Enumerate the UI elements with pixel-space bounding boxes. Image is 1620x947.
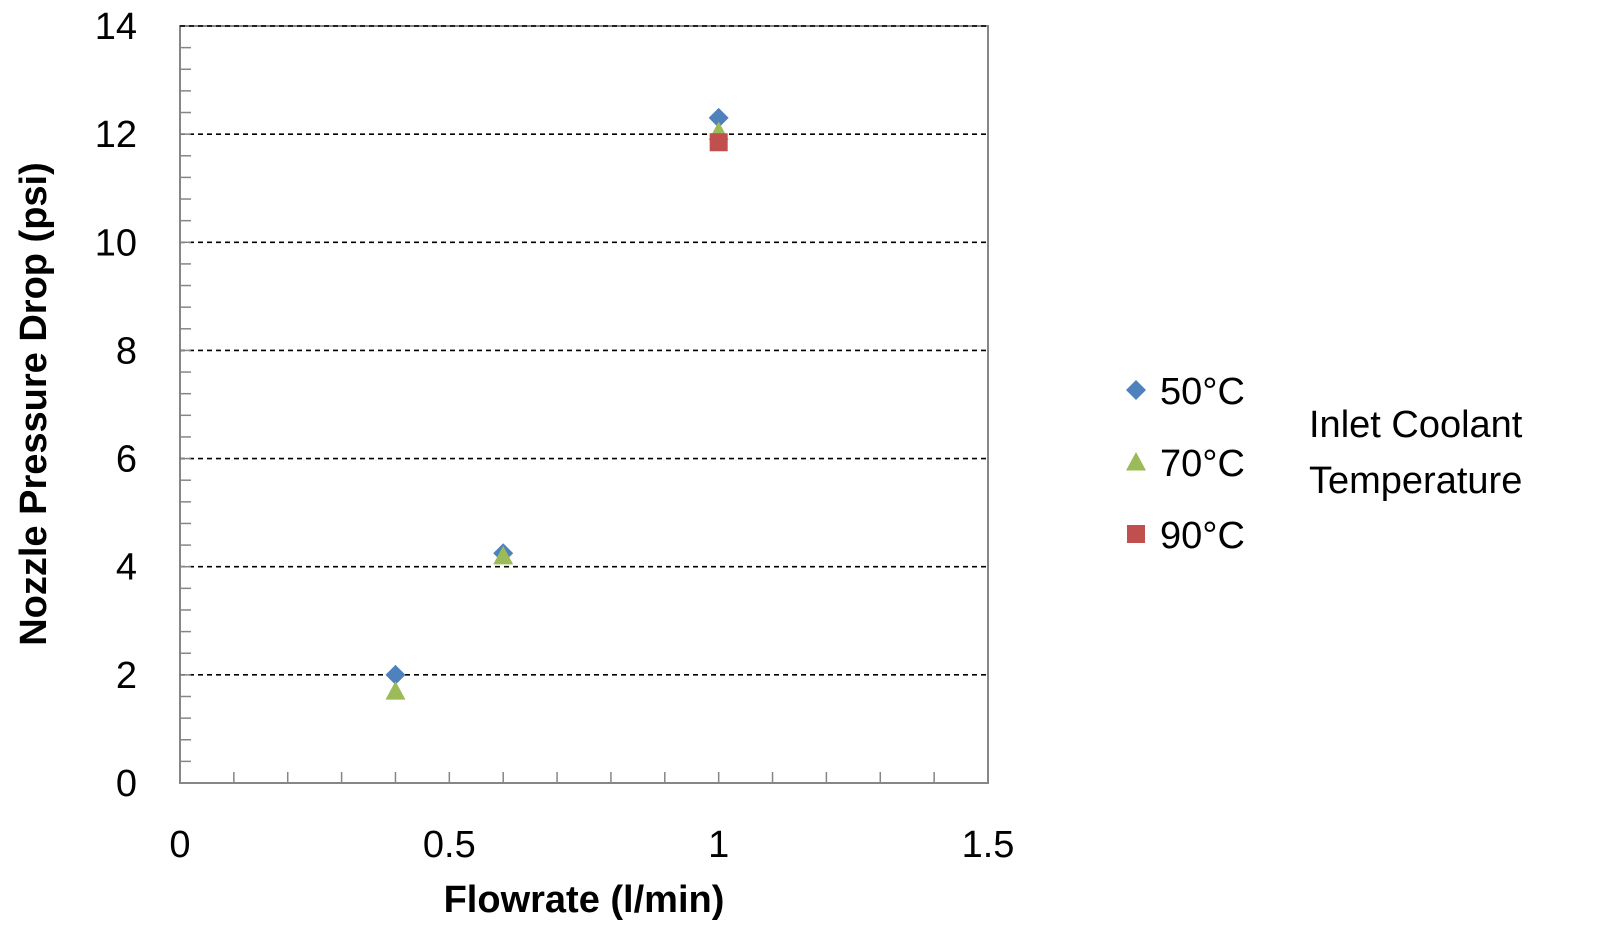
legend-title-line-2: Temperature bbox=[1309, 460, 1522, 502]
legend-marker-diamond bbox=[1126, 380, 1146, 400]
legend-marker-square bbox=[1127, 525, 1145, 543]
data-point-triangle-1 bbox=[493, 545, 514, 565]
y-tick-label: 6 bbox=[116, 439, 137, 481]
y-tick-label: 2 bbox=[116, 655, 137, 697]
x-axis-title: Flowrate (l/min) bbox=[444, 879, 725, 921]
legend-title-line-1: Inlet Coolant bbox=[1309, 404, 1523, 446]
legend: 50°C 70°C 90°C bbox=[1126, 371, 1245, 557]
y-tick-label: 10 bbox=[95, 222, 137, 264]
data-point-diamond-0 bbox=[385, 664, 406, 685]
x-tick-label: 1 bbox=[708, 824, 729, 866]
data-point-triangle-0 bbox=[385, 681, 406, 700]
legend-label: 90°C bbox=[1160, 515, 1245, 557]
y-axis-ticks: 0 2 4 6 8 10 12 14 bbox=[95, 6, 191, 805]
legend-label: 50°C bbox=[1160, 371, 1245, 413]
data-point-square-0 bbox=[709, 133, 728, 152]
x-tick-label: 0.5 bbox=[423, 824, 476, 866]
y-tick-label: 12 bbox=[95, 114, 137, 156]
y-tick-label: 0 bbox=[116, 763, 137, 805]
legend-marker-triangle bbox=[1126, 452, 1146, 471]
x-tick-label: 0 bbox=[169, 824, 190, 866]
x-axis-ticks: 0 0.5 1 1.5 bbox=[169, 772, 1014, 866]
y-tick-label: 4 bbox=[116, 547, 137, 589]
legend-label: 70°C bbox=[1160, 443, 1245, 485]
y-axis-title: Nozzle Pressure Drop (psi) bbox=[13, 162, 55, 646]
y-tick-label: 8 bbox=[116, 330, 137, 372]
data-point-diamond-2 bbox=[708, 107, 729, 128]
scatter-chart: 0 0.5 1 1.5 0 2 4 6 8 10 12 14 Flowrate (l/min) No… bbox=[13, 6, 1523, 921]
plot-area bbox=[179, 25, 989, 784]
data-points bbox=[385, 107, 729, 700]
y-tick-label: 14 bbox=[95, 6, 137, 48]
x-tick-label: 1.5 bbox=[962, 824, 1015, 866]
